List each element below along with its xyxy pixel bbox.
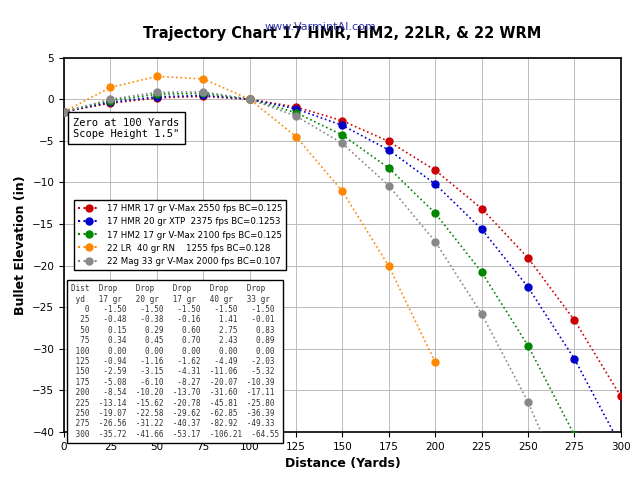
Text: Zero at 100 Yards
Scope Height 1.5": Zero at 100 Yards Scope Height 1.5" <box>73 118 180 139</box>
X-axis label: Distance (Yards): Distance (Yards) <box>285 457 400 470</box>
Legend: 17 HMR 17 gr V-Max 2550 fps BC=0.125, 17 HMR 20 gr XTP  2375 fps BC=0.1253, 17 H: 17 HMR 17 gr V-Max 2550 fps BC=0.125, 17… <box>74 200 287 270</box>
Text: www.VarmintAI.com: www.VarmintAI.com <box>264 22 376 32</box>
Y-axis label: Bullet Elevation (in): Bullet Elevation (in) <box>13 175 27 314</box>
Text: Dist  Drop    Drop    Drop    Drop    Drop
 yd   17 gr   20 gr   17 gr   40 gr  : Dist Drop Drop Drop Drop Drop yd 17 gr 2… <box>71 284 280 439</box>
Title: Trajectory Chart 17 HMR, HM2, 22LR, & 22 WRM: Trajectory Chart 17 HMR, HM2, 22LR, & 22… <box>143 26 541 41</box>
